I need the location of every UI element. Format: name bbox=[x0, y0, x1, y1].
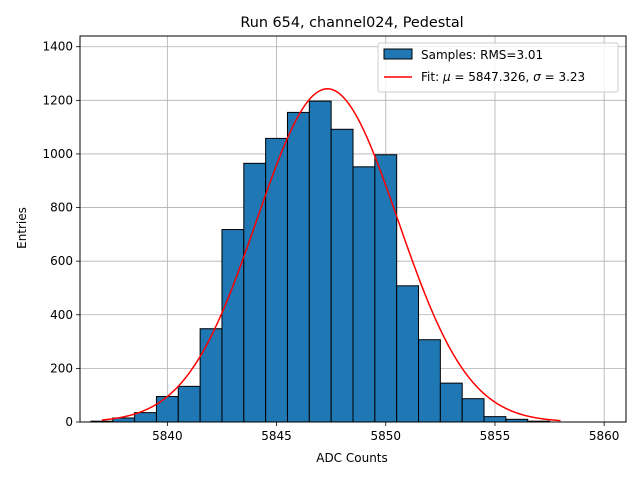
y-tick-label: 0 bbox=[65, 415, 73, 429]
x-tick-label: 5860 bbox=[589, 429, 620, 443]
chart-title: Run 654, channel024, Pedestal bbox=[240, 15, 463, 31]
legend-samples-label: Samples: RMS=3.01 bbox=[421, 48, 543, 62]
legend-fit-mu-value: = 5847.326, bbox=[451, 70, 534, 84]
y-tick-label: 800 bbox=[50, 201, 73, 215]
legend-fit-sigma-value: = 3.23 bbox=[541, 70, 585, 84]
histogram-bar bbox=[221, 229, 245, 423]
histogram-bar bbox=[199, 328, 223, 423]
histogram-bar bbox=[286, 111, 310, 423]
histogram-bar bbox=[134, 412, 157, 423]
y-tick-label: 1200 bbox=[42, 93, 73, 107]
legend-samples-swatch bbox=[383, 48, 413, 60]
fit-curve bbox=[101, 88, 561, 422]
legend-fit-sigma-symbol: σ bbox=[533, 70, 541, 84]
y-axis-label: Entries bbox=[15, 207, 29, 249]
histogram-bar bbox=[330, 128, 354, 423]
y-tick-label: 1400 bbox=[42, 40, 73, 54]
legend-fit-label: Fit: μ = 5847.326, σ = 3.23 bbox=[421, 70, 585, 84]
x-tick-label: 5845 bbox=[261, 429, 292, 443]
y-tick-label: 400 bbox=[50, 308, 73, 322]
y-tick-label: 200 bbox=[50, 361, 73, 375]
histogram-bar bbox=[352, 166, 376, 423]
histogram-bar bbox=[155, 396, 179, 423]
histogram-bar bbox=[177, 385, 201, 423]
legend-box bbox=[377, 42, 619, 93]
y-tick-label: 1000 bbox=[42, 147, 73, 161]
legend: Samples: RMS=3.01 Fit: μ = 5847.326, σ =… bbox=[377, 42, 619, 93]
axis-ticks: 5840 5845 5850 5855 5860 0 200 400 600 800 1000 120… bbox=[42, 40, 619, 443]
histogram-bar bbox=[461, 398, 485, 423]
histogram-bar bbox=[418, 339, 441, 423]
histogram-bar bbox=[374, 154, 398, 423]
x-tick-label: 5850 bbox=[370, 429, 401, 443]
histogram-bar bbox=[483, 416, 507, 423]
histogram-bar bbox=[265, 137, 288, 423]
y-tick-label: 600 bbox=[50, 254, 73, 268]
x-axis-label: ADC Counts bbox=[316, 451, 388, 465]
x-tick-label: 5840 bbox=[152, 429, 183, 443]
histogram-bar bbox=[396, 285, 420, 423]
histogram-bar bbox=[439, 382, 463, 423]
plot-frame bbox=[79, 35, 627, 423]
legend-fit-prefix: Fit: bbox=[421, 70, 443, 84]
fit-curve-group bbox=[101, 88, 561, 422]
histogram-bar bbox=[308, 100, 332, 423]
legend-fit-mu-symbol: μ bbox=[442, 70, 451, 84]
x-tick-label: 5855 bbox=[480, 429, 511, 443]
